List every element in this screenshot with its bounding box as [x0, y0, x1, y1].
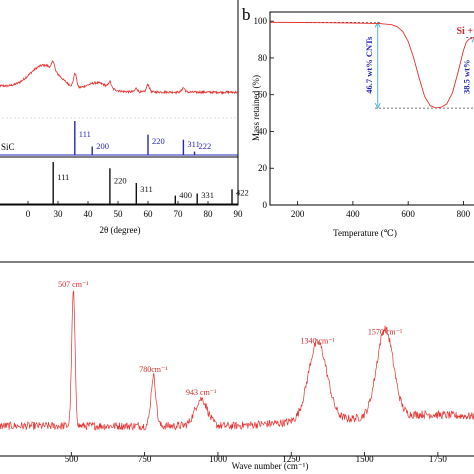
xrd-tick-label: 90	[234, 209, 244, 219]
tga-x-axis-title: Temperature (℃)	[333, 228, 397, 238]
xrd-tick-label: 60	[144, 209, 154, 219]
tga-y-tick-label: 80	[258, 53, 268, 63]
cnt-percentage-label: 46.7 wt% CNTs	[364, 36, 374, 94]
raman-tick-label: 1750	[429, 454, 448, 464]
raman-peak-label: 780cm⁻¹	[139, 365, 168, 374]
raman-tick-label: 1500	[356, 454, 375, 464]
tga-x-tick-label: 600	[401, 209, 415, 219]
tga-x-tick-label: 800	[457, 209, 471, 219]
panel-letter-b: b	[242, 5, 251, 24]
reference-hkl-label: 220	[152, 136, 165, 146]
arrow-head	[374, 21, 381, 28]
tga-panel: b Mass retained (%) Temperature (℃) 200 4…	[242, 5, 474, 238]
tga-curve	[269, 21, 474, 109]
xrd-x-ticks: 0 30 40 50 60 70 80 90	[26, 201, 243, 219]
xrd-tick-label: 70	[174, 209, 184, 219]
tga-y-tick-label: 40	[258, 126, 268, 136]
raman-x-axis-title: Wave number (cm⁻¹)	[232, 461, 309, 471]
raman-tick-label: 1000	[209, 454, 228, 464]
reference-hkl-label: 311	[140, 184, 152, 194]
reference-hkl-label: 222	[199, 141, 212, 151]
raman-peak-label: 1340 cm⁻¹	[300, 337, 335, 346]
reference-hkl-label: 200	[96, 141, 109, 151]
xrd-frame	[0, 0, 239, 206]
si-percentage-label: 38.5 wt%	[461, 60, 471, 94]
reference-hkl-label: 111	[79, 129, 91, 139]
reference-hkl-label: 331	[201, 190, 214, 200]
tga-x-tick-label: 200	[291, 209, 305, 219]
xrd-tick-label: 30	[54, 209, 64, 219]
raman-frame	[0, 261, 474, 457]
xrd-tick-label: 0	[26, 209, 31, 219]
tga-y-tick-label: 100	[254, 16, 268, 26]
arrow-head	[374, 102, 381, 110]
raman-tick-label: 750	[138, 454, 152, 464]
raman-panel: 500 750 1000 1250 1500 1750 507 cm⁻¹ 780cm⁻¹ 94…	[0, 261, 474, 471]
xrd-tick-label: 50	[114, 209, 124, 219]
arrow-head	[471, 37, 474, 43]
raman-spectrum-line	[0, 290, 474, 431]
raman-tick-label: 500	[65, 454, 79, 464]
raman-tick-label: 1250	[282, 454, 301, 464]
raman-peak-label: 943 cm⁻¹	[186, 388, 217, 397]
raman-x-ticks: 500 750 1000 1250 1500 1750	[65, 452, 448, 464]
xrd-x-axis-title: 2θ (degree)	[99, 225, 140, 235]
si-oxidation-label: Si + O₂	[457, 26, 474, 37]
tga-x-tick-label: 400	[346, 209, 360, 219]
tga-y-tick-label: 0	[263, 200, 268, 210]
raman-peak-label: 1570 cm⁻¹	[368, 327, 403, 336]
tga-frame	[269, 11, 474, 206]
raman-peak-label: 507 cm⁻¹	[58, 280, 89, 289]
sic-label: SiC	[1, 142, 15, 152]
tga-guides	[270, 21, 474, 110]
reference-hkl-label: 220	[114, 176, 127, 186]
reference-hkl-label: 400	[179, 190, 192, 200]
xrd-tick-label: 40	[84, 209, 94, 219]
xrd-pattern-line	[0, 60, 238, 95]
tga-y-tick-label: 20	[258, 163, 268, 173]
reference-hkl-label: 111	[57, 172, 69, 182]
reference-hkl-label: 311	[187, 139, 199, 149]
xrd-reference-si: 111 220 311 400 331 422	[0, 162, 249, 205]
tga-y-tick-label: 60	[258, 90, 268, 100]
raman-peak-labels: 507 cm⁻¹ 780cm⁻¹ 943 cm⁻¹ 1340 cm⁻¹ 1570 cm⁻…	[58, 280, 403, 397]
tga-ticks: 200 400 600 800 0 20 40 60 80 100	[254, 16, 471, 219]
xrd-tick-label: 80	[204, 209, 214, 219]
reference-hkl-label: 422	[236, 188, 249, 198]
tga-y-axis-title: Mass retained (%)	[251, 75, 261, 141]
